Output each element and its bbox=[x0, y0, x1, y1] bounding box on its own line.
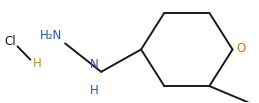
Text: H: H bbox=[90, 84, 99, 97]
Text: N: N bbox=[90, 58, 99, 71]
Text: H₂N: H₂N bbox=[40, 29, 62, 42]
Text: O: O bbox=[236, 42, 246, 55]
Text: Cl: Cl bbox=[4, 35, 16, 48]
Text: H: H bbox=[32, 57, 41, 70]
